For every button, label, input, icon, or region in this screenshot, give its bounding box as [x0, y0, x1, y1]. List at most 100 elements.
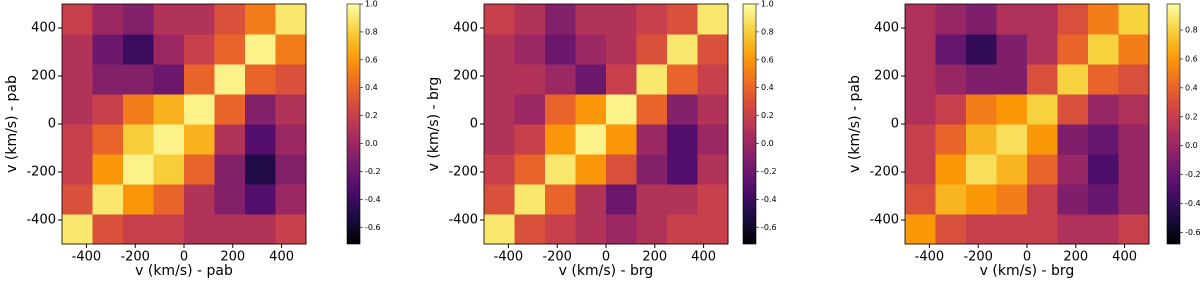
heatmap-cell — [935, 214, 967, 245]
heatmap-cell — [1088, 64, 1119, 95]
heatmap-cell — [575, 184, 607, 215]
heatmap-cell — [697, 94, 729, 125]
colorbar-tick-label: -0.4 — [761, 195, 777, 204]
heatmap-cell — [275, 154, 307, 185]
x-tick-label: 0 — [602, 250, 610, 265]
heatmap-cell — [905, 184, 936, 215]
heatmap-cell — [484, 64, 515, 95]
heatmap-cell — [1027, 64, 1058, 95]
colorbar-tick-label: 0.8 — [761, 27, 774, 36]
heatmap-cell — [153, 34, 185, 65]
heatmap-cell — [153, 154, 185, 185]
heatmap-cell — [1118, 4, 1150, 35]
heatmap-cell — [514, 64, 546, 95]
colorbar-tick-label: 0.2 — [761, 111, 774, 120]
heatmap-cell — [1027, 34, 1058, 65]
heatmap-cell — [275, 34, 307, 65]
heatmap-cell — [966, 214, 997, 245]
y-axis-label: v (km/s) - pab — [847, 75, 863, 173]
heatmap-cell — [514, 4, 546, 35]
heatmap-cell — [966, 4, 997, 35]
colorbar-tick-label: 0.6 — [365, 55, 378, 64]
heatmap-cell — [935, 154, 967, 185]
heatmap-cell — [275, 214, 307, 245]
heatmap-cell — [1088, 4, 1119, 35]
heatmap-cell — [636, 4, 668, 35]
heatmap-cell — [905, 154, 936, 185]
heatmap-cell — [245, 4, 276, 35]
colorbar-tick-label: 0.0 — [365, 139, 378, 148]
heatmap-cell — [697, 154, 729, 185]
heatmap-cell — [153, 94, 185, 125]
heatmap-cell — [667, 64, 698, 95]
heatmap-cell — [245, 124, 276, 155]
heatmap-cell — [636, 64, 668, 95]
heatmap-cell — [214, 94, 246, 125]
heatmap-cell — [92, 154, 124, 185]
heatmap-cell — [575, 94, 607, 125]
heatmap-cell — [996, 4, 1028, 35]
heatmap-cell — [92, 94, 124, 125]
heatmap-cell — [275, 184, 307, 215]
heatmap-cell — [153, 124, 185, 155]
heatmap-cell — [996, 64, 1028, 95]
heatmap-cell — [667, 94, 698, 125]
heatmap-cell — [905, 214, 936, 245]
heatmap-cell — [966, 184, 997, 215]
colorbar-tick-label: 0.2 — [1185, 112, 1198, 121]
heatmap-cell — [484, 4, 515, 35]
heatmap-cell — [484, 214, 515, 245]
colorbar-tick-label: 0.6 — [1185, 54, 1198, 63]
heatmap-cell — [123, 64, 154, 95]
heatmap-cell — [92, 124, 124, 155]
x-axis-label: v (km/s) - brg — [980, 263, 1075, 279]
heatmap-cell — [484, 154, 515, 185]
heatmap-cell — [214, 184, 246, 215]
x-tick-label: 200 — [1063, 250, 1088, 265]
x-tick-label: -200 — [542, 250, 572, 265]
heatmap-cell — [123, 124, 154, 155]
x-tick-label: 200 — [220, 250, 245, 265]
heatmap-cell — [636, 214, 668, 245]
colorbar-tick-label: 1.0 — [365, 0, 378, 9]
y-tick-label: -400 — [26, 213, 56, 228]
heatmap-cell — [606, 64, 637, 95]
heatmap-cell — [996, 124, 1028, 155]
colorbar-tick-label: -0.6 — [365, 223, 381, 232]
heatmap-cell — [996, 154, 1028, 185]
colorbar-tick-label: 0.2 — [365, 111, 378, 120]
colorbar-tick-label: -0.6 — [761, 223, 777, 232]
heatmap-cell — [1027, 184, 1058, 215]
heatmap-cell — [636, 184, 668, 215]
heatmap-cell — [153, 184, 185, 215]
heatmap-cell — [1027, 214, 1058, 245]
x-tick-label: -400 — [72, 250, 102, 265]
colorbar-tick-label: 0.0 — [761, 139, 774, 148]
heatmap-cell — [214, 4, 246, 35]
heatmap-cell — [123, 214, 154, 245]
heatmap-cell — [1057, 124, 1089, 155]
heatmap-cell — [275, 94, 307, 125]
heatmap-cell — [123, 34, 154, 65]
heatmap-cell — [575, 4, 607, 35]
heatmap-cell — [667, 214, 698, 245]
heatmap-cell — [575, 34, 607, 65]
y-axis-label: v (km/s) - brg — [426, 77, 442, 172]
y-tick-label: 0 — [891, 117, 899, 132]
colorbar-tick-label: 0.6 — [761, 55, 774, 64]
x-tick-label: 200 — [642, 250, 667, 265]
heatmap-cell — [1118, 154, 1150, 185]
y-tick-label: -200 — [869, 165, 899, 180]
heatmap-cell — [1088, 34, 1119, 65]
heatmap-cell — [575, 154, 607, 185]
heatmap-cell — [275, 124, 307, 155]
x-tick-label: -200 — [963, 250, 993, 265]
heatmap-cell — [62, 124, 93, 155]
colorbar-tick-label: 0.4 — [1185, 83, 1198, 92]
heatmap-cell — [1088, 154, 1119, 185]
heatmap-cell — [935, 94, 967, 125]
heatmap-cell — [184, 34, 215, 65]
heatmap-cell — [62, 94, 93, 125]
heatmap-cell — [606, 214, 637, 245]
heatmap-cell — [1057, 64, 1089, 95]
